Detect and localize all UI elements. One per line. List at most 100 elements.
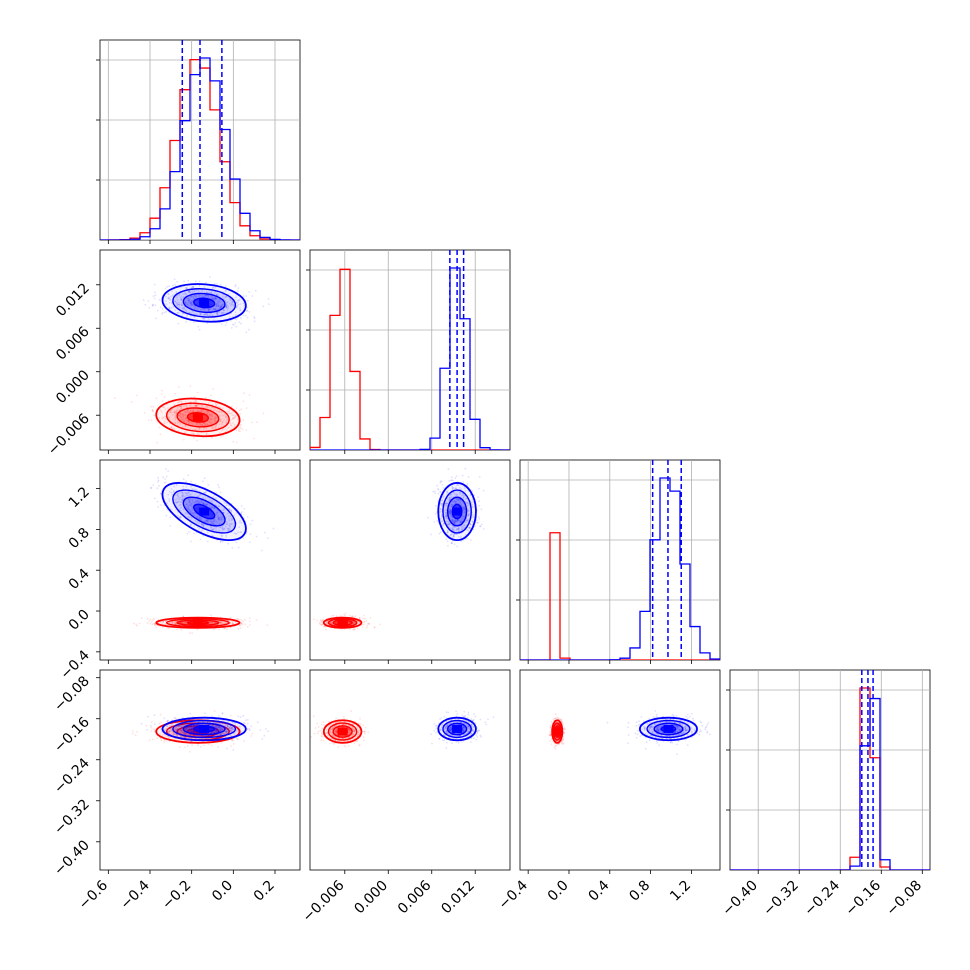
sample-point (242, 537, 245, 540)
sample-point (174, 726, 177, 728)
sample-point (174, 415, 177, 418)
sample-point (229, 734, 231, 737)
sample-point (231, 739, 233, 742)
sample-point (227, 427, 230, 430)
sample-point (334, 621, 336, 624)
sample-point (196, 439, 198, 442)
sample-point (357, 623, 360, 625)
sample-point (224, 300, 227, 302)
sample-point (190, 511, 193, 513)
sample-point (208, 308, 211, 311)
sample-point (442, 524, 445, 526)
sample-point (446, 502, 448, 505)
sample-point (226, 521, 229, 524)
sample-point (246, 316, 249, 319)
sample-point (230, 729, 233, 731)
sample-point (233, 424, 236, 426)
sample-point (216, 293, 218, 296)
sample-point (191, 512, 194, 514)
sample-point (460, 517, 463, 520)
sample-point (469, 523, 472, 526)
sample-point (237, 430, 240, 432)
sample-point (174, 300, 177, 303)
sample-point (205, 312, 208, 315)
sample-point (188, 499, 191, 501)
sample-point (220, 733, 223, 735)
sample-point (458, 528, 460, 531)
sample-point (189, 405, 192, 408)
sample-point (221, 518, 223, 521)
sample-point (198, 422, 201, 425)
sample-point (352, 622, 355, 625)
sample-point (231, 621, 234, 623)
sample-point (234, 724, 237, 727)
sample-point (448, 510, 451, 513)
sample-point (265, 728, 267, 730)
sample-point (188, 411, 191, 413)
sample-point (217, 726, 220, 729)
sample-point (230, 730, 233, 733)
sample-point (220, 303, 223, 306)
sample-point (453, 525, 456, 528)
sample-point (175, 409, 178, 412)
sample-point (458, 519, 461, 522)
sample-point (168, 417, 170, 420)
sample-point (229, 727, 232, 730)
sample-point (152, 305, 154, 307)
sample-point (198, 517, 201, 520)
histogram-series-1 (520, 477, 720, 660)
sample-point (480, 523, 483, 526)
sample-point (453, 522, 456, 525)
sample-point (223, 528, 225, 531)
sample-point (456, 528, 459, 531)
sample-point (208, 420, 211, 422)
sample-point (223, 312, 226, 314)
sample-point (199, 422, 202, 425)
sample-point (246, 309, 249, 312)
sample-point (446, 517, 449, 520)
sample-point (219, 306, 222, 309)
sample-point (449, 497, 451, 499)
sample-point (451, 516, 453, 518)
sample-point (219, 418, 222, 421)
sample-point (236, 618, 239, 620)
sample-point (217, 426, 220, 429)
sample-point (441, 516, 443, 518)
sample-point (183, 724, 186, 726)
sample-point (184, 425, 187, 427)
sample-point (198, 522, 201, 524)
sample-point (162, 620, 165, 623)
sample-point (165, 481, 167, 484)
sample-point (205, 405, 207, 408)
sample-point (209, 408, 212, 410)
sample-point (206, 531, 209, 534)
sample-point (187, 299, 190, 302)
sample-point (187, 474, 190, 477)
sample-point (216, 302, 218, 305)
sample-point (206, 423, 209, 426)
sample-point (450, 505, 453, 508)
sample-point (179, 503, 182, 506)
density-peak (337, 618, 348, 627)
sample-point (174, 501, 177, 504)
sample-point (196, 410, 199, 413)
sample-point (183, 307, 186, 310)
sample-point (161, 311, 164, 314)
sample-point (356, 627, 359, 629)
sample-point (154, 728, 156, 731)
sample-point (221, 534, 224, 537)
sample-point (471, 503, 473, 506)
sample-point (214, 307, 217, 310)
sample-point (190, 480, 193, 483)
sample-point (463, 524, 466, 526)
sample-point (180, 622, 183, 624)
sample-point (155, 397, 158, 400)
sample-point (192, 286, 195, 288)
sample-point (449, 510, 452, 513)
sample-point (235, 306, 238, 308)
sample-point (211, 621, 214, 624)
sample-point (235, 512, 238, 514)
sample-point (198, 410, 201, 413)
sample-point (434, 490, 436, 493)
sample-point (210, 312, 212, 315)
